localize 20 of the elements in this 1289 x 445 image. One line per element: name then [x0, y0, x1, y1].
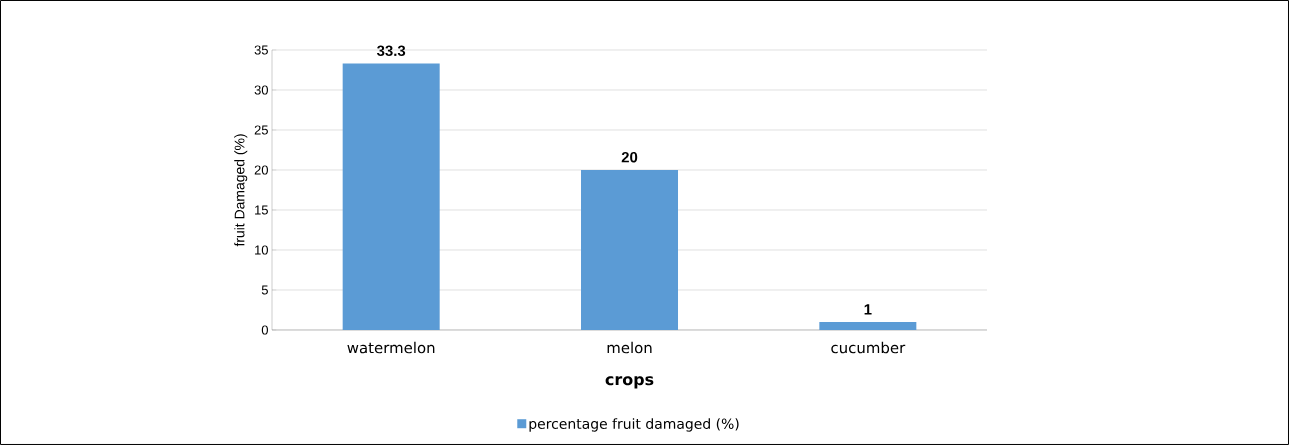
data-label: 20 [621, 151, 638, 163]
y-tick-label: 30 [254, 85, 268, 95]
bar [819, 321, 917, 330]
bar [342, 63, 440, 330]
y-tick-label: 15 [255, 205, 268, 215]
x-tick-label: cucumber [831, 341, 906, 354]
x-tick-label: melon [607, 341, 652, 354]
y-tick-label: 5 [261, 285, 268, 295]
data-label: 1 [864, 304, 872, 315]
y-axis-title: fruit Damaged (%) [234, 134, 248, 247]
data-label: 33.3 [376, 45, 406, 57]
y-tick-label: 20 [254, 165, 268, 175]
y-tick-label: 10 [255, 245, 268, 255]
legend-label: percentage fruit damaged (%) [529, 418, 739, 432]
y-tick-label: 0 [261, 325, 268, 335]
x-axis-title: crops [605, 376, 654, 389]
y-tick-label: 35 [254, 45, 268, 55]
bar [581, 169, 679, 330]
x-tick-label: watermelon [347, 341, 435, 354]
y-tick-label: 25 [254, 125, 268, 135]
